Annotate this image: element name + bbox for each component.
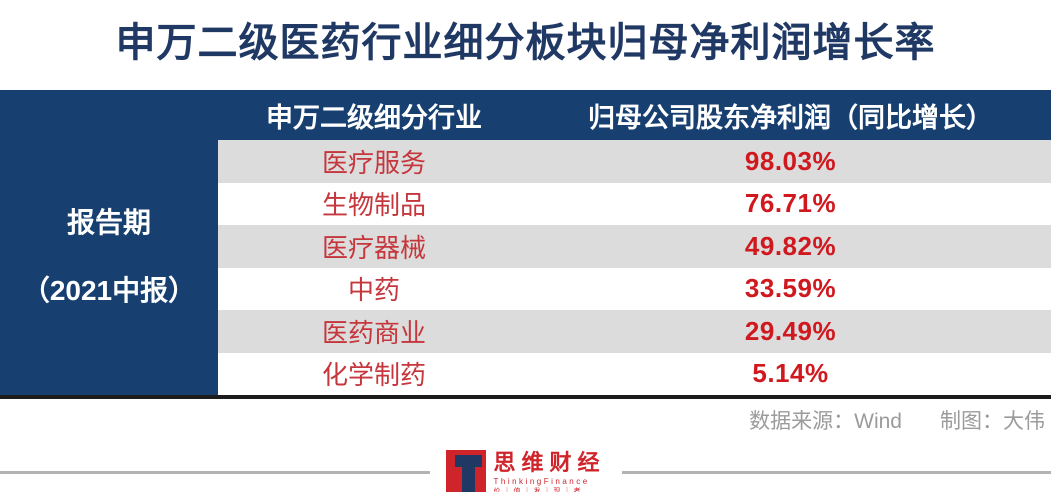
t-logo-icon (445, 450, 486, 492)
report-period-sidebar: 报告期 （2021中报） (0, 140, 218, 395)
page-title: 申万二级医药行业细分板块归母净利润增长率 (115, 21, 936, 65)
value-cell: 5.14% (752, 358, 829, 389)
brand-name: 思维财经 (493, 450, 606, 475)
table-row: 生物制品 76.71% (218, 182, 1051, 225)
chart-credit-note: 制图：大伟 (940, 410, 1045, 433)
industry-cell: 医疗器械 (321, 232, 426, 263)
table-row: 医药商业 29.49% (218, 310, 1051, 353)
data-source-note: 数据来源：Wind (749, 410, 902, 433)
value-cell: 29.49% (744, 315, 837, 346)
brand-text-block: 思维财经 ThinkingFinance 价｜值｜发｜现｜者 (493, 450, 605, 492)
value-cell: 33.59% (744, 273, 837, 304)
brand-name-english: ThinkingFinance (493, 477, 590, 486)
brand-logo: 思维财经 ThinkingFinance 价｜值｜发｜现｜者 (429, 450, 622, 492)
header-value-column: 归母公司股东净利润（同比增长） (588, 102, 993, 133)
value-cell: 98.03% (744, 145, 837, 176)
table-row: 医疗服务 98.03% (218, 140, 1051, 183)
data-table: 申万二级细分行业 归母公司股东净利润（同比增长） 报告期 （2021中报） 医疗… (0, 90, 1051, 395)
report-period-value: （2021中报） (21, 274, 197, 306)
industry-cell: 化学制药 (321, 360, 426, 391)
credit-line: 数据来源：Wind 制图：大伟 (749, 406, 1045, 438)
brand-tagline: 价｜值｜发｜现｜者 (493, 488, 584, 492)
header-industry-column: 申万二级细分行业 (266, 102, 482, 133)
table-row: 医疗器械 49.82% (218, 225, 1051, 268)
table-rows: 医疗服务 98.03% 生物制品 76.71% 医疗器械 49.82% 中药 3… (218, 140, 1051, 395)
table-header-row: 申万二级细分行业 归母公司股东净利润（同比增长） (0, 90, 1051, 140)
industry-cell: 医疗服务 (321, 147, 426, 178)
value-cell: 49.82% (744, 230, 837, 261)
value-cell: 76.71% (744, 188, 837, 219)
industry-cell: 生物制品 (321, 190, 426, 221)
industry-cell: 中药 (347, 275, 400, 306)
table-row: 化学制药 5.14% (218, 352, 1051, 395)
table-body: 报告期 （2021中报） 医疗服务 98.03% 生物制品 76.71% 医疗器… (0, 140, 1051, 395)
industry-cell: 医药商业 (321, 317, 426, 348)
table-bottom-rule (0, 395, 1051, 399)
table-row: 中药 33.59% (218, 267, 1051, 310)
report-period-label: 报告期 (66, 206, 151, 238)
